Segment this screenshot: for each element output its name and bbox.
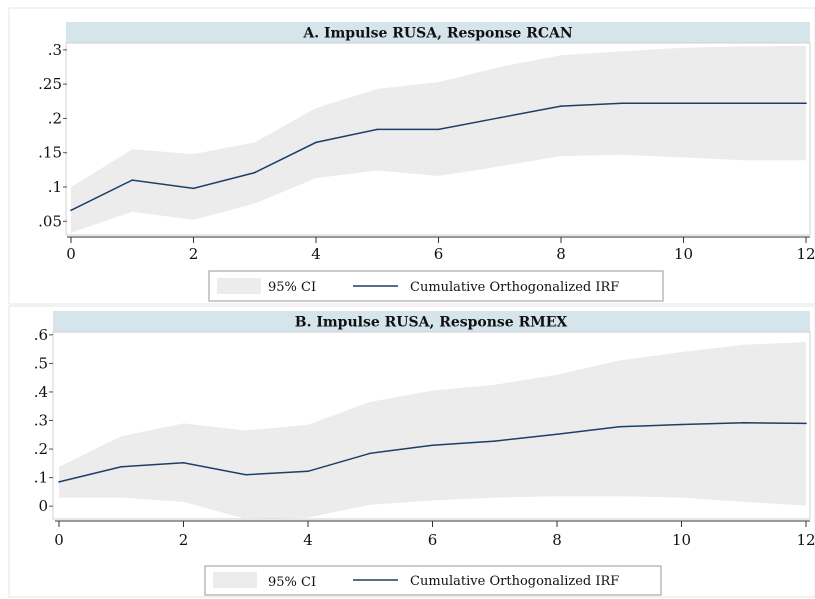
- panel-b-x-tick-label-2: 4: [303, 531, 313, 549]
- panel-a-irf-point-2: [192, 187, 195, 190]
- panel-b-y-tick-label-2: .2: [34, 440, 48, 458]
- panel-a: A. Impulse RUSA, Response RCAN .05 .1 .15.…: [8, 7, 815, 305]
- panel-b-x-tick-label-4: 8: [552, 531, 562, 549]
- panel-a-y-tick-label-1: .1: [48, 178, 62, 196]
- panel-a-irf-point-9: [621, 102, 624, 105]
- panel-b-irf-point-11: [743, 422, 745, 424]
- panel-b-irf-point-1: [120, 466, 123, 468]
- panel-a-irf-point-8: [560, 105, 562, 107]
- panel-a-ci-band: [71, 45, 806, 233]
- panel-b-y-tick-label-1: .1: [34, 469, 48, 487]
- panel-a-irf-point-5: [376, 128, 379, 131]
- panel-a-x-tick-label-4: 8: [556, 245, 566, 263]
- panel-b-irf-point-10: [680, 423, 683, 426]
- panel-a-irf-point-10: [682, 102, 685, 105]
- panel-b-x-tick-label-6: 12: [796, 531, 815, 549]
- panel-a-irf-point-0: [70, 209, 72, 212]
- panel-a-irf-point-12: [805, 102, 807, 105]
- panel-a-x-tick-label-2: 4: [311, 245, 321, 263]
- panel-b-irf-point-6: [431, 444, 434, 447]
- panel-b-y-tick-label-0: 0: [38, 497, 48, 515]
- panel-a-legend-ci-label: 95% CI: [268, 280, 316, 295]
- panel-a-y-tick-label-0: .05: [38, 212, 62, 230]
- panel-b-irf-point-8: [556, 433, 558, 436]
- panel-a-irf-point-1: [131, 179, 134, 181]
- panel-a-y-tick-label-3: .2: [48, 109, 62, 127]
- panel-a-y-tick-label-2: .15: [38, 144, 62, 162]
- panel-b-y-tick-label-4: .4: [34, 383, 48, 401]
- panel-b-y-tick-label-6: .6: [34, 326, 48, 344]
- panel-a-legend-ci-swatch: [217, 278, 261, 294]
- panel-b-x-tick-label-3: 6: [428, 531, 438, 549]
- panel-a-x-tick-label-6: 12: [796, 245, 815, 263]
- panel-b-y-tick-label-5: .5: [34, 354, 48, 372]
- panel-a-legend-box: [208, 270, 664, 302]
- panel-b-irf-point-3: [245, 473, 247, 476]
- panel-b-irf-point-0: [58, 481, 60, 483]
- panel-a-x-tick-label-0: 0: [66, 245, 76, 263]
- panel-b-legend-box: [204, 565, 662, 596]
- panel-a-x-tick-label-1: 2: [189, 245, 199, 263]
- panel-a-irf-point-7: [499, 116, 501, 119]
- panel-a-title-band: [66, 22, 810, 43]
- panel-b-irf-point-7: [494, 440, 496, 442]
- panel-a-x-tick-label-3: 6: [434, 245, 444, 263]
- panel-b-y-tick-label-3: .3: [34, 412, 48, 430]
- panel-a-y-tick-label-5: .3: [48, 41, 62, 59]
- panel-a-legend: 95% CI Cumulative Orthogonalized IRF: [208, 270, 664, 302]
- panel-b-legend-ci-label: 95% CI: [268, 575, 316, 590]
- panel-a-x-tick-label-5: 10: [674, 245, 693, 263]
- panel-a-y-tick-label-4: .25: [38, 75, 62, 93]
- panel-a-legend-line-label: Cumulative Orthogonalized IRF: [410, 280, 619, 295]
- panel-b-x-tick-label-1: 2: [179, 531, 189, 549]
- panel-b-x-tick-label-5: 10: [672, 531, 691, 549]
- panel-a-irf-point-3: [254, 171, 256, 174]
- panel-a-irf-point-11: [744, 102, 746, 105]
- panel-b-irf-point-12: [805, 422, 807, 425]
- panel-b-irf-point-9: [618, 426, 621, 428]
- panel-b-title-band: [53, 311, 810, 332]
- panel-b-title: B. Impulse RUSA, Response RMEX: [295, 315, 568, 331]
- panel-b-irf-point-5: [369, 452, 372, 455]
- panel-b: B. Impulse RUSA, Response RMEX 0 .1 .2 .3 .4…: [8, 305, 815, 598]
- panel-a-irf-point-6: [437, 128, 440, 131]
- panel-a-irf-point-4: [315, 141, 317, 144]
- panel-b-irf-point-4: [307, 470, 309, 473]
- panel-b-legend-line-label: Cumulative Orthogonalized IRF: [410, 574, 619, 589]
- panel-b-x-tick-label-0: 0: [54, 531, 64, 549]
- panel-b-legend: 95% CI Cumulative Orthogonalized IRF: [204, 565, 662, 596]
- panel-a-title: A. Impulse RUSA, Response RCAN: [302, 26, 573, 42]
- panel-b-legend-ci-swatch: [213, 572, 257, 588]
- panel-b-irf-point-2: [182, 462, 185, 464]
